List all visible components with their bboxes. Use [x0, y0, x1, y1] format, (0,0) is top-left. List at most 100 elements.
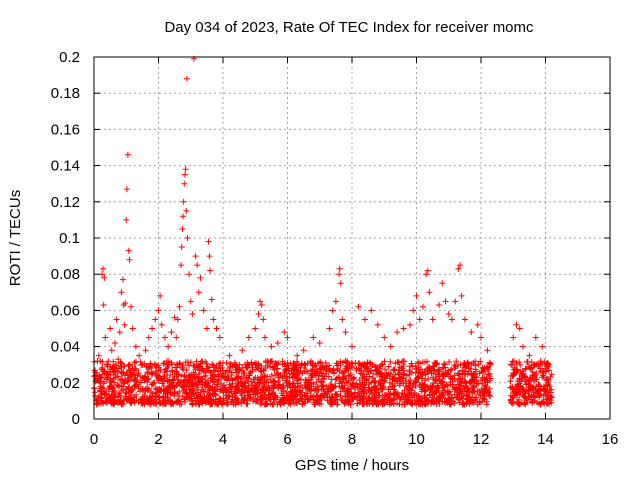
data-point: [181, 372, 188, 379]
data-point: [336, 271, 343, 278]
data-point: [251, 379, 258, 386]
data-point: [179, 393, 186, 400]
data-point: [363, 364, 370, 371]
data-point: [97, 388, 104, 395]
data-point: [208, 396, 215, 403]
data-point: [516, 359, 523, 366]
data-point: [137, 373, 144, 380]
data-point: [255, 376, 262, 383]
data-point: [98, 399, 105, 406]
data-point: [412, 379, 419, 386]
data-point: [99, 400, 106, 407]
data-point: [183, 207, 190, 214]
y-tick-label: 0: [72, 411, 80, 428]
data-point: [333, 360, 340, 367]
data-point: [262, 364, 269, 371]
data-point: [241, 396, 248, 403]
data-point: [257, 401, 264, 408]
data-point: [181, 180, 188, 187]
data-point: [256, 380, 263, 387]
data-point: [344, 362, 351, 369]
data-point: [264, 358, 271, 365]
data-point: [310, 334, 317, 341]
data-point: [366, 397, 373, 404]
data-point: [473, 368, 480, 375]
data-point: [299, 395, 306, 402]
y-tick-label: 0.2: [59, 49, 80, 66]
data-point: [355, 303, 362, 310]
data-point: [385, 393, 392, 400]
data-point: [547, 374, 554, 381]
data-point: [297, 376, 304, 383]
data-point: [202, 372, 209, 379]
data-point: [343, 363, 350, 370]
data-point: [152, 363, 159, 370]
data-point: [292, 387, 299, 394]
data-point: [128, 391, 135, 398]
data-point: [168, 361, 175, 368]
data-point: [205, 238, 212, 245]
data-point: [225, 375, 232, 382]
data-point: [408, 360, 415, 367]
data-point: [396, 382, 403, 389]
data-point: [389, 381, 396, 388]
data-point: [432, 388, 439, 395]
data-point: [436, 301, 443, 308]
data-point: [116, 329, 123, 336]
data-point: [442, 298, 449, 305]
data-point: [214, 401, 221, 408]
data-point: [190, 390, 197, 397]
data-point: [164, 397, 171, 404]
data-point: [378, 361, 385, 368]
data-point: [132, 343, 139, 350]
data-point: [141, 391, 148, 398]
data-point: [387, 399, 394, 406]
data-point: [322, 359, 329, 366]
data-point: [442, 371, 449, 378]
data-point: [179, 225, 186, 232]
data-point: [468, 398, 475, 405]
data-point: [99, 364, 106, 371]
data-point: [301, 391, 308, 398]
data-point: [127, 399, 134, 406]
data-point: [414, 375, 421, 382]
data-point: [194, 363, 201, 370]
data-point: [449, 383, 456, 390]
data-point: [529, 368, 536, 375]
data-point: [468, 361, 475, 368]
data-point: [351, 374, 358, 381]
data-point: [330, 365, 337, 372]
data-point: [462, 379, 469, 386]
data-point: [242, 383, 249, 390]
data-point: [487, 361, 494, 368]
data-point: [332, 391, 339, 398]
data-point: [200, 388, 207, 395]
data-point: [342, 358, 349, 365]
data-point: [141, 376, 148, 383]
data-point: [212, 373, 219, 380]
data-point: [149, 325, 156, 332]
y-tick-label: 0.04: [51, 339, 80, 356]
data-point: [339, 316, 346, 323]
data-point: [162, 366, 169, 373]
data-point: [104, 375, 111, 382]
data-point: [486, 392, 493, 399]
data-point: [209, 361, 216, 368]
chart-title: Day 034 of 2023, Rate Of TEC Index for r…: [164, 19, 534, 36]
data-point: [213, 400, 220, 407]
data-point: [461, 378, 468, 385]
data-point: [354, 400, 361, 407]
data-point: [145, 385, 152, 392]
grid-lines: [94, 57, 610, 419]
data-point: [268, 371, 275, 378]
y-tick-label: 0.1: [59, 230, 80, 247]
data-point: [518, 376, 525, 383]
data-point: [416, 316, 423, 323]
data-point: [379, 373, 386, 380]
data-point: [385, 386, 392, 393]
data-point: [223, 359, 230, 366]
data-point: [274, 365, 281, 372]
data-point: [110, 375, 117, 382]
data-point: [108, 347, 115, 354]
data-point: [197, 360, 204, 367]
